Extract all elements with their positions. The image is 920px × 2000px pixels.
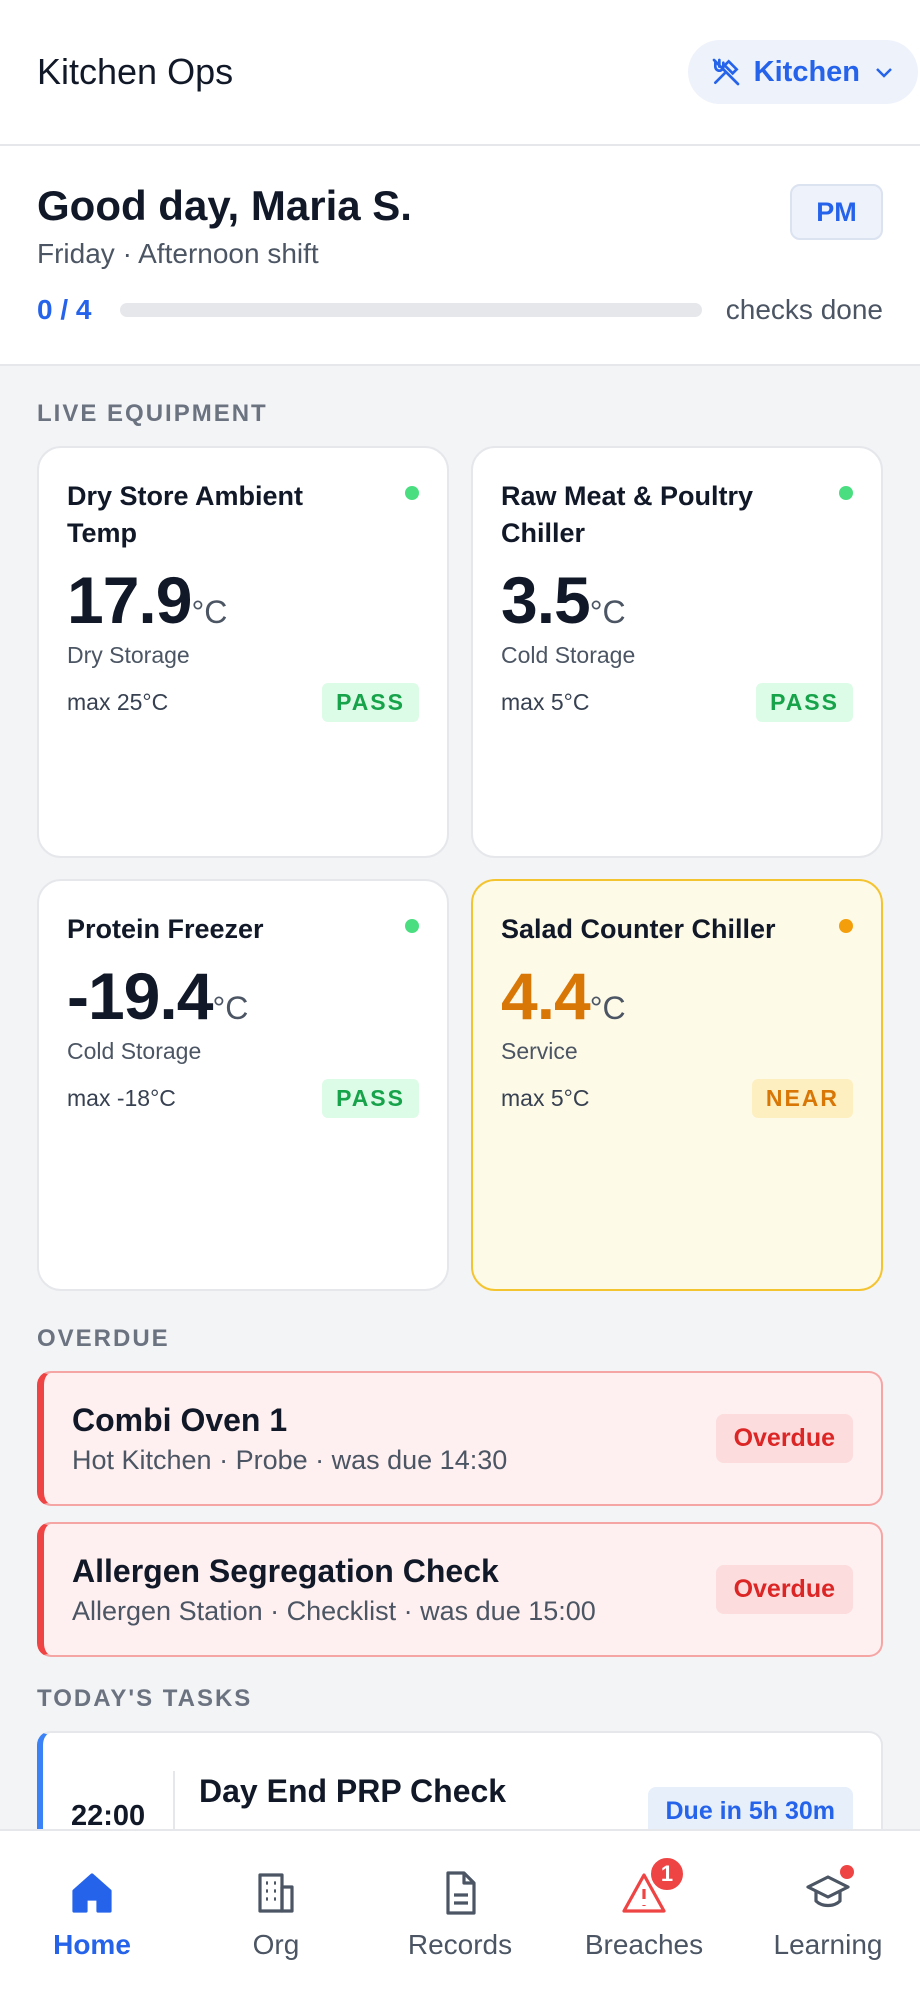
equipment-area: Service [501, 1038, 578, 1064]
max-limit: max 5°C [501, 689, 590, 715]
progress-bar [120, 303, 702, 317]
status-badge: NEAR [751, 1079, 853, 1118]
equipment-grid: Dry Store Ambient Temp 17.9°C Dry Storage m… [0, 446, 920, 1291]
nav-icon [622, 1873, 666, 1913]
nav-item[interactable]: Breaches 1 [552, 1831, 736, 2000]
overdue-badge: Overdue [715, 1414, 853, 1463]
temperature-value: 17.9 [67, 563, 192, 637]
overdue-title: Allergen Segregation Check [72, 1552, 499, 1589]
nav-icon [258, 1873, 294, 1913]
task-time: 22:00 [71, 1771, 175, 1861]
nav-icon [72, 1873, 112, 1913]
temperature-value: 3.5 [501, 563, 591, 637]
overdue-item[interactable]: Combi Oven 1 Hot Kitchen · Probe · was du… [37, 1371, 883, 1506]
overdue-text: Combi Oven 1 Hot Kitchen · Probe · was du… [72, 1402, 507, 1476]
equipment-area: Cold Storage [501, 642, 636, 668]
overdue-list: Combi Oven 1 Hot Kitchen · Probe · was du… [0, 1371, 920, 1657]
bottom-nav: Home Org Records Breaches 1 Learning [0, 1829, 920, 2000]
nav-icon [446, 1871, 476, 1915]
equipment-card[interactable]: Dry Store Ambient Temp 17.9°C Dry Storage m… [37, 446, 449, 858]
location-name: Kitchen [753, 55, 860, 88]
limit-row: max 5°C PASS [501, 683, 853, 722]
equipment-name: Protein Freezer [67, 914, 264, 944]
temperature-value: -19.4 [67, 959, 213, 1033]
temperature-unit: °C [212, 990, 249, 1026]
overdue-text: Allergen Segregation Check Allergen Stati… [72, 1553, 596, 1627]
nav-label: Learning [773, 1929, 883, 1960]
status-dot [839, 919, 853, 933]
temperature: -19.4°C [67, 958, 419, 1034]
section-label: OVERDUE [37, 1325, 170, 1352]
equipment-card[interactable]: Salad Counter Chiller 4.4°C Service max 5°C… [471, 879, 883, 1291]
overdue-detail: Hot Kitchen · Probe · was due 14:30 [72, 1444, 508, 1475]
equipment-name: Dry Store Ambient Temp [67, 481, 304, 548]
shift-badge[interactable]: PM [790, 184, 883, 240]
greeting: Good day, Maria S. Friday · Afternoon sh… [0, 146, 920, 366]
limit-row: max 25°C PASS [67, 683, 419, 722]
status-badge: PASS [322, 683, 419, 722]
utensils-icon [712, 58, 739, 86]
temperature-value: 4.4 [501, 959, 591, 1033]
max-limit: max -18°C [67, 1085, 176, 1111]
section-label: TODAY'S TASKS [37, 1685, 253, 1712]
nav-label: Records [407, 1929, 513, 1960]
temperature: 4.4°C [501, 958, 853, 1034]
temperature: 17.9°C [67, 562, 419, 638]
progress: 0 / 4 checks done [37, 294, 883, 326]
breach-count: 1 [648, 1855, 686, 1893]
equipment-card[interactable]: Protein Freezer -19.4°C Cold Storage max -1… [37, 879, 449, 1291]
max-limit: max 25°C [67, 689, 169, 715]
task-badge: Due in 5h 30m [647, 1786, 853, 1836]
task-title: Day End PRP Check [199, 1772, 507, 1809]
greeting-subtitle: Friday · Afternoon shift [37, 238, 319, 269]
chevron-down [876, 68, 892, 78]
temperature-unit: °C [589, 990, 626, 1026]
status-dot [839, 486, 853, 500]
nav-label: Breaches [584, 1929, 704, 1960]
nav-label: Home [53, 1929, 131, 1960]
equipment-name: Salad Counter Chiller [501, 914, 776, 944]
status-badge: PASS [756, 683, 853, 722]
greeting-title: Good day, Maria S. [37, 182, 412, 229]
location-selector[interactable]: Kitchen [687, 40, 918, 104]
equipment-card[interactable]: Raw Meat & Poultry Chiller 3.5°C Cold Stor… [471, 446, 883, 858]
header: Kitchen Ops Kitchen [0, 0, 920, 146]
limit-row: max 5°C NEAR [501, 1079, 853, 1118]
overdue-title: Combi Oven 1 [72, 1401, 288, 1438]
equipment-area: Cold Storage [67, 1038, 202, 1064]
nav-label: Org [252, 1929, 300, 1960]
temperature-unit: °C [589, 594, 626, 630]
nav-item[interactable]: Learning [736, 1831, 920, 2000]
equipment-area: Dry Storage [67, 642, 190, 668]
limit-row: max -18°C PASS [67, 1079, 419, 1118]
status-badge: PASS [322, 1079, 419, 1118]
nav-item[interactable]: Home [0, 1831, 184, 2000]
max-limit: max 5°C [501, 1085, 590, 1111]
overdue-item[interactable]: Allergen Segregation Check Allergen Stati… [37, 1522, 883, 1657]
app-title: Kitchen Ops [37, 51, 234, 92]
status-dot [405, 486, 419, 500]
temperature-unit: °C [191, 594, 228, 630]
progress-count: 0 / 4 [37, 294, 92, 325]
nav-icon [806, 1875, 850, 1908]
nav-item[interactable]: Org [184, 1831, 368, 2000]
section-label: LIVE EQUIPMENT [37, 400, 268, 427]
progress-label: checks done [725, 294, 883, 325]
status-dot [405, 919, 419, 933]
overdue-detail: Allergen Station · Checklist · was due 1… [72, 1595, 596, 1626]
notification-dot [840, 1865, 854, 1879]
equipment-name: Raw Meat & Poultry Chiller [501, 481, 754, 548]
nav-item[interactable]: Records [368, 1831, 552, 2000]
overdue-badge: Overdue [715, 1565, 853, 1614]
temperature: 3.5°C [501, 562, 853, 638]
